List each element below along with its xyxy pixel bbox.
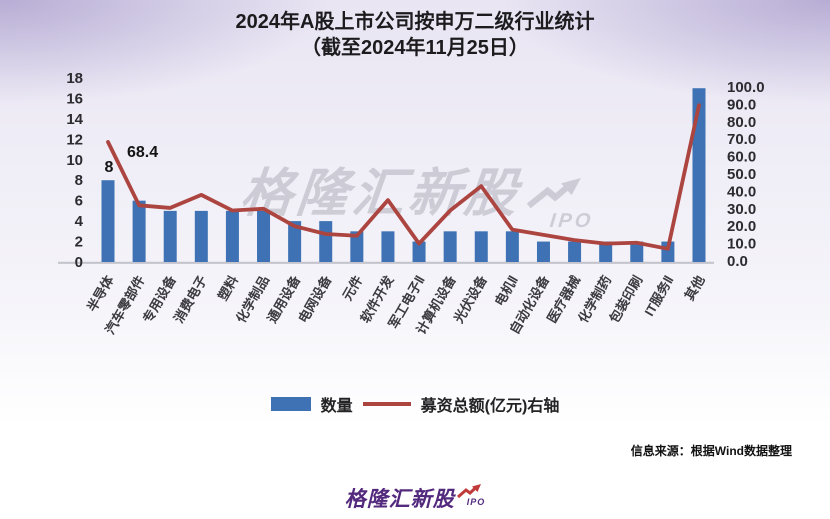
quantity-bar <box>194 210 208 262</box>
quantity-bar <box>257 210 271 262</box>
quantity-bar <box>692 88 706 262</box>
right-axis-tick: 20.0 <box>727 218 756 235</box>
right-axis-tick: 70.0 <box>727 131 756 148</box>
right-axis-tick: 50.0 <box>727 166 756 183</box>
combo-chart: 181614121086420100.090.080.070.060.050.0… <box>58 70 765 337</box>
right-axis-tick: 0.0 <box>727 253 748 270</box>
source-note: 信息来源：根据Wind数据整理 <box>630 444 792 458</box>
left-axis-tick: 2 <box>75 234 83 251</box>
footer-logo-ipo: IPO <box>466 497 486 507</box>
logo-arrow-icon <box>456 484 481 498</box>
legend-label-fundraising: 募资总额(亿元)右轴 <box>420 398 560 415</box>
quantity-bar <box>443 231 457 262</box>
quantity-bar <box>630 241 644 262</box>
line-data-label: 68.4 <box>127 144 158 161</box>
right-axis-tick: 10.0 <box>727 236 756 253</box>
left-axis-tick: 10 <box>66 152 83 169</box>
fundraising-line <box>106 103 701 251</box>
chart-legend: 数量 募资总额(亿元)右轴 <box>0 392 830 416</box>
legend-bar-swatch <box>270 397 311 411</box>
left-axis-tick: 14 <box>66 111 83 128</box>
left-axis-tick: 16 <box>66 90 83 107</box>
footer-logo: 格隆汇新股 IPO <box>0 483 830 513</box>
quantity-bar <box>474 231 488 262</box>
category-label: 元件 <box>339 273 365 303</box>
category-label: 塑料 <box>215 273 241 303</box>
quantity-bar <box>225 210 239 262</box>
left-axis-tick: 8 <box>75 172 83 189</box>
chart-title-line2: （截至2024年11月25日） <box>301 37 529 60</box>
quantity-bar <box>163 210 177 262</box>
quantity-bar <box>536 241 550 262</box>
quantity-bar <box>101 180 115 262</box>
quantity-bar <box>132 200 146 262</box>
quantity-bar <box>599 241 613 262</box>
left-axis-tick: 6 <box>75 193 83 210</box>
left-axis-tick: 0 <box>75 254 83 271</box>
quantity-bar <box>288 221 302 262</box>
right-axis-tick: 80.0 <box>727 114 756 131</box>
bar-data-label: 8 <box>105 159 114 176</box>
footer-logo-text: 格隆汇新股 <box>344 488 455 511</box>
category-label: 其他 <box>682 273 708 303</box>
quantity-bar <box>381 231 395 262</box>
quantity-bar <box>505 231 519 262</box>
quantity-bar <box>412 241 426 262</box>
chart-title: 2024年A股上市公司按申万二级行业统计 （截至2024年11月25日） <box>0 9 830 62</box>
left-axis-tick: 18 <box>66 70 83 87</box>
quantity-bar <box>568 241 582 262</box>
right-axis-tick: 90.0 <box>727 96 756 113</box>
right-axis-tick: 100.0 <box>727 79 765 96</box>
legend-label-quantity: 数量 <box>320 398 353 415</box>
right-axis-tick: 40.0 <box>727 183 756 200</box>
left-axis-tick: 4 <box>75 213 84 230</box>
category-label: 电机Ⅱ <box>492 273 521 309</box>
right-axis-tick: 60.0 <box>727 149 756 166</box>
quantity-bar <box>319 221 333 262</box>
right-axis-tick: 30.0 <box>727 201 756 218</box>
chart-title-line1: 2024年A股上市公司按申万二级行业统计 <box>235 11 595 33</box>
quantity-bar <box>350 231 364 262</box>
category-label: 半导体 <box>84 272 117 314</box>
left-axis-tick: 12 <box>66 131 83 148</box>
category-label: IT服务Ⅱ <box>642 273 677 319</box>
legend-line-swatch <box>362 402 411 406</box>
